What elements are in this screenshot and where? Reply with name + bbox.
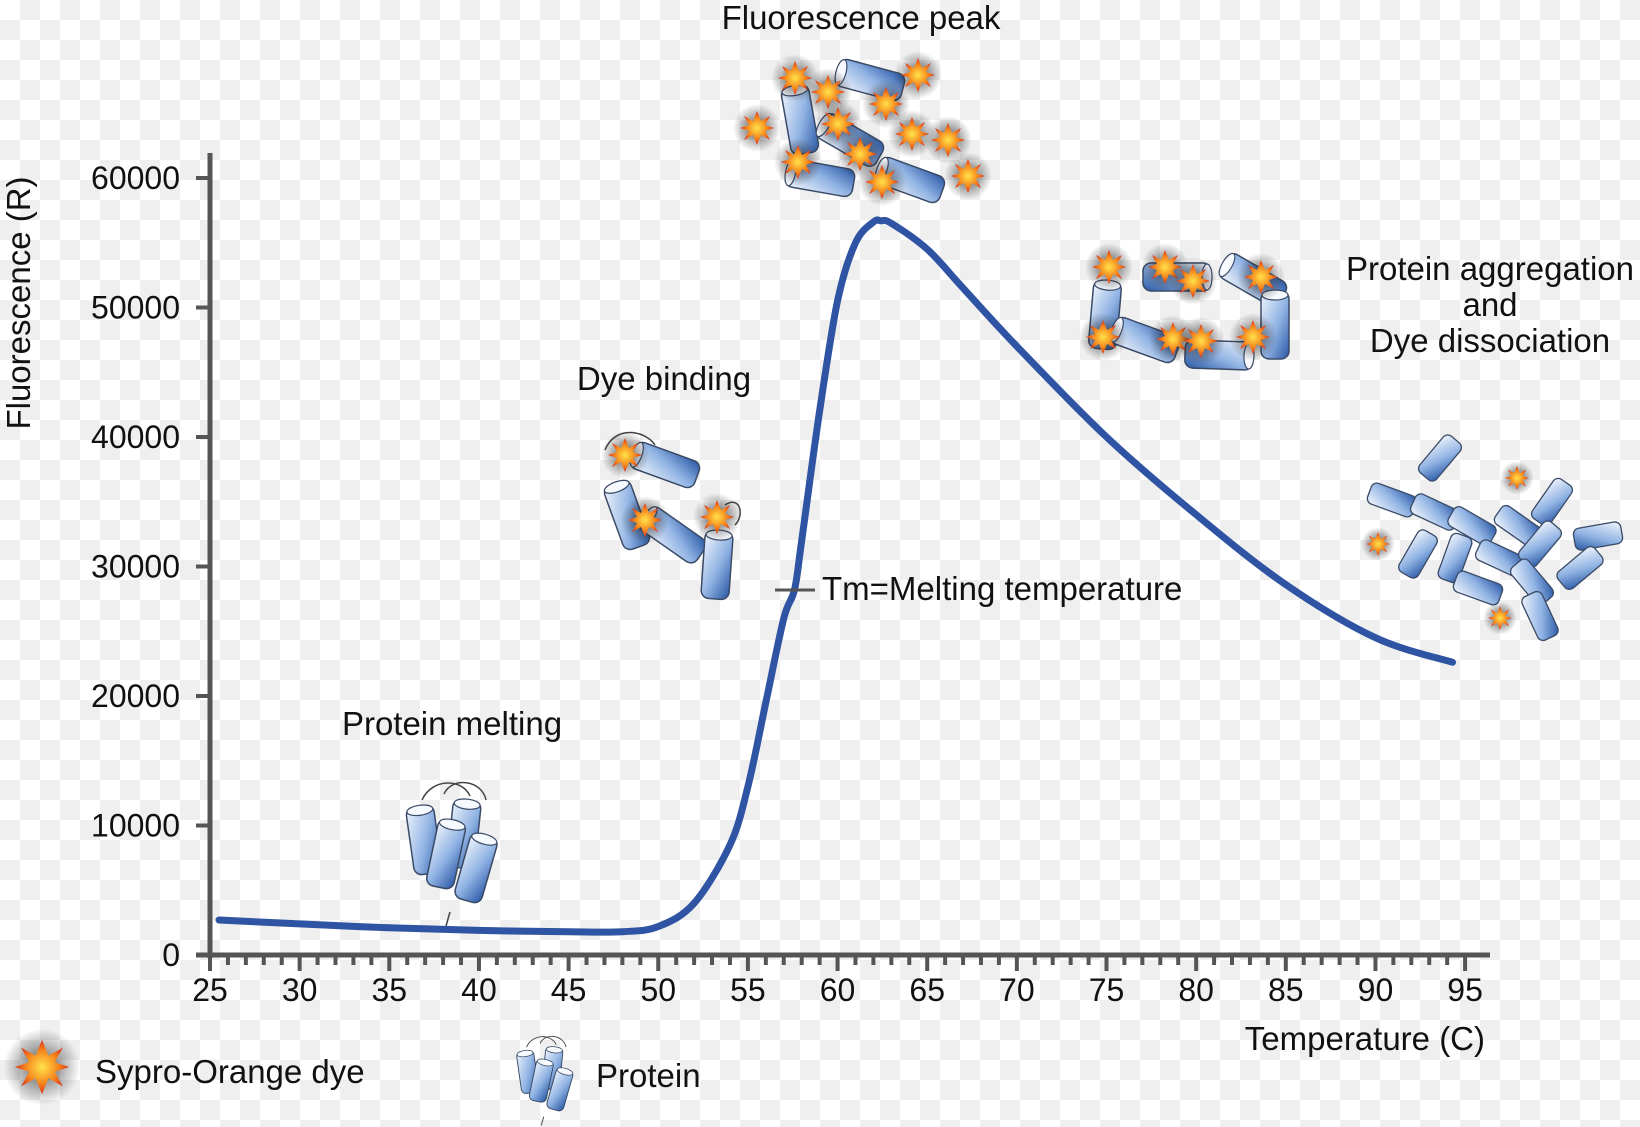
x-tick-label: 35 xyxy=(372,972,408,1008)
protein-aggregate-icon xyxy=(1361,431,1625,644)
y-tick-label: 0 xyxy=(162,937,180,973)
y-tick-label: 30000 xyxy=(91,549,180,585)
y-tick-label: 20000 xyxy=(91,678,180,714)
melt-curve-line xyxy=(215,216,1456,936)
x-tick-label: 70 xyxy=(999,972,1035,1008)
y-axis-title: Fluorescence (R) xyxy=(0,176,37,429)
x-axis-title: Temperature (C) xyxy=(1245,1020,1485,1057)
x-tick-label: 80 xyxy=(1178,972,1214,1008)
x-tick-label: 30 xyxy=(282,972,318,1008)
legend-protein-label: Protein xyxy=(596,1057,701,1094)
y-axis: 0 10000 20000 30000 40000 50000 60000 xyxy=(91,153,213,973)
y-tick-label: 60000 xyxy=(91,160,180,196)
x-tick-label: 25 xyxy=(192,972,228,1008)
legend-dye-icon xyxy=(3,1028,81,1106)
x-tick-label: 85 xyxy=(1268,972,1304,1008)
dye-binding-label: Dye binding xyxy=(577,360,751,397)
aggregation-label-line3: Dye dissociation xyxy=(1370,322,1610,359)
y-tick-label: 10000 xyxy=(91,808,180,844)
legend-protein-icon xyxy=(516,1036,574,1125)
legend-dye-label: Sypro-Orange dye xyxy=(95,1053,365,1090)
protein-peak-icon xyxy=(733,51,992,206)
y-tick-label: 40000 xyxy=(91,419,180,455)
aggregation-label-line2: and xyxy=(1462,286,1517,323)
x-tick-label: 65 xyxy=(909,972,945,1008)
x-tick-label: 55 xyxy=(730,972,766,1008)
protein-dissociating-icon xyxy=(1079,243,1291,371)
x-tick-label: 95 xyxy=(1447,972,1483,1008)
x-tick-label: 90 xyxy=(1358,972,1394,1008)
x-tick-label: 75 xyxy=(1089,972,1125,1008)
aggregation-label-line1: Protein aggregation xyxy=(1346,250,1634,287)
y-tick-label: 50000 xyxy=(91,290,180,326)
protein-dye-binding-icon xyxy=(601,431,741,601)
legend: Sypro-Orange dye Protein xyxy=(3,1028,701,1126)
x-tick-label: 45 xyxy=(551,972,587,1008)
protein-melting-label: Protein melting xyxy=(342,705,562,742)
x-tick-label: 40 xyxy=(461,972,497,1008)
x-tick-label: 60 xyxy=(820,972,856,1008)
x-tick-label: 50 xyxy=(640,972,676,1008)
protein-folded-icon xyxy=(405,783,499,926)
tm-label: Tm=Melting temperature xyxy=(822,570,1182,607)
x-axis: 25 30 35 40 45 50 55 60 65 70 75 80 85 90 95 xyxy=(192,952,1490,1008)
fluorescence-peak-label: Fluorescence peak xyxy=(722,0,1001,36)
